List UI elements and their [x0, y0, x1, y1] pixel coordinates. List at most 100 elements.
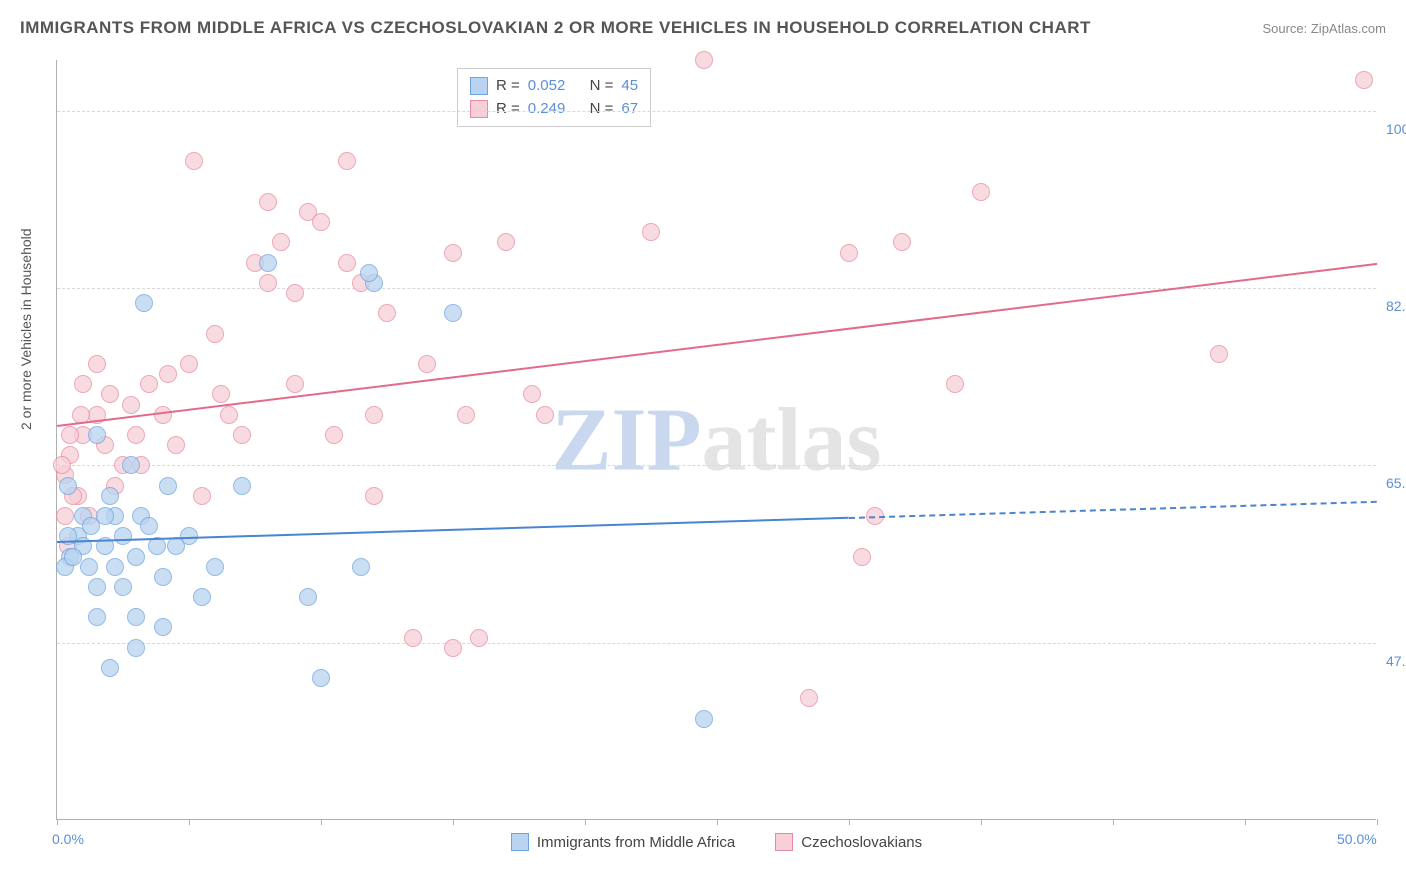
scatter-point-pink [206, 325, 224, 343]
scatter-point-pink [840, 244, 858, 262]
scatter-point-pink [523, 385, 541, 403]
scatter-point-blue [444, 304, 462, 322]
scatter-point-pink [212, 385, 230, 403]
scatter-point-pink [418, 355, 436, 373]
source-name: ZipAtlas.com [1311, 21, 1386, 36]
scatter-point-pink [457, 406, 475, 424]
y-tick-label: 47.5% [1386, 653, 1406, 669]
scatter-point-pink [497, 233, 515, 251]
scatter-point-pink [259, 193, 277, 211]
scatter-point-pink [127, 426, 145, 444]
gridline [57, 465, 1376, 466]
x-tick [1113, 819, 1114, 825]
scatter-point-pink [972, 183, 990, 201]
scatter-point-pink [88, 355, 106, 373]
scatter-point-pink [378, 304, 396, 322]
scatter-point-pink [122, 396, 140, 414]
legend-item-blue: Immigrants from Middle Africa [511, 833, 735, 851]
source-attribution: Source: ZipAtlas.com [1262, 21, 1386, 36]
blue-r-value: 0.052 [528, 75, 566, 98]
scatter-point-pink [101, 385, 119, 403]
scatter-point-blue [695, 710, 713, 728]
legend-label-pink: Czechoslovakians [801, 834, 922, 851]
scatter-point-pink [536, 406, 554, 424]
x-tick [717, 819, 718, 825]
x-tick [189, 819, 190, 825]
scatter-point-pink [74, 375, 92, 393]
scatter-point-pink [444, 639, 462, 657]
legend-item-pink: Czechoslovakians [775, 833, 922, 851]
x-tick [1377, 819, 1378, 825]
scatter-point-pink [286, 284, 304, 302]
title-bar: IMMIGRANTS FROM MIDDLE AFRICA VS CZECHOS… [20, 18, 1386, 38]
scatter-point-pink [259, 274, 277, 292]
scatter-point-blue [299, 588, 317, 606]
stats-legend: R = 0.052 N = 45 R = 0.249 N = 67 [457, 68, 651, 127]
scatter-point-blue [154, 568, 172, 586]
scatter-point-pink [312, 213, 330, 231]
scatter-point-pink [338, 152, 356, 170]
scatter-point-pink [1210, 345, 1228, 363]
plot-area: ZIPatlas R = 0.052 N = 45 R = 0.249 N = … [56, 60, 1376, 820]
scatter-point-pink [53, 456, 71, 474]
x-tick-label: 50.0% [1337, 831, 1377, 847]
scatter-point-pink [338, 254, 356, 272]
scatter-point-pink [470, 629, 488, 647]
scatter-point-blue [82, 517, 100, 535]
watermark-atlas: atlas [702, 390, 882, 489]
scatter-point-blue [159, 477, 177, 495]
series-legend: Immigrants from Middle Africa Czechoslov… [57, 833, 1376, 851]
scatter-point-pink [61, 426, 79, 444]
scatter-point-pink [167, 436, 185, 454]
scatter-point-blue [64, 548, 82, 566]
swatch-pink [470, 100, 488, 118]
scatter-point-pink [193, 487, 211, 505]
scatter-point-pink [695, 51, 713, 69]
y-tick-label: 82.5% [1386, 298, 1406, 314]
scatter-point-pink [325, 426, 343, 444]
scatter-point-blue [127, 548, 145, 566]
scatter-point-blue [88, 608, 106, 626]
n-label: N = [590, 75, 614, 98]
swatch-blue [511, 833, 529, 851]
scatter-point-pink [220, 406, 238, 424]
scatter-point-blue [259, 254, 277, 272]
scatter-point-pink [404, 629, 422, 647]
r-label: R = [496, 75, 520, 98]
scatter-point-pink [56, 507, 74, 525]
legend-label-blue: Immigrants from Middle Africa [537, 834, 735, 851]
scatter-point-blue [59, 477, 77, 495]
scatter-point-blue [167, 537, 185, 555]
scatter-point-blue [360, 264, 378, 282]
x-tick [453, 819, 454, 825]
x-tick [981, 819, 982, 825]
blue-n-value: 45 [621, 75, 638, 98]
scatter-point-pink [642, 223, 660, 241]
trend-line-blue-dashed [849, 501, 1377, 519]
watermark-zip: ZIP [551, 390, 701, 489]
y-axis-label: 2 or more Vehicles in Household [18, 228, 34, 430]
scatter-point-blue [114, 578, 132, 596]
scatter-point-blue [193, 588, 211, 606]
stats-row-pink: R = 0.249 N = 67 [470, 98, 638, 121]
n-label: N = [590, 98, 614, 121]
scatter-point-blue [114, 527, 132, 545]
scatter-point-blue [88, 426, 106, 444]
x-tick [321, 819, 322, 825]
scatter-point-pink [180, 355, 198, 373]
y-tick-label: 65.0% [1386, 475, 1406, 491]
scatter-point-pink [272, 233, 290, 251]
scatter-point-pink [1355, 71, 1373, 89]
x-tick [1245, 819, 1246, 825]
scatter-point-blue [88, 578, 106, 596]
gridline [57, 643, 1376, 644]
source-label: Source: [1262, 21, 1310, 36]
scatter-point-pink [800, 689, 818, 707]
scatter-point-blue [106, 558, 124, 576]
scatter-point-blue [80, 558, 98, 576]
scatter-point-blue [101, 659, 119, 677]
watermark: ZIPatlas [551, 388, 881, 491]
scatter-point-blue [140, 517, 158, 535]
pink-n-value: 67 [621, 98, 638, 121]
scatter-point-pink [185, 152, 203, 170]
